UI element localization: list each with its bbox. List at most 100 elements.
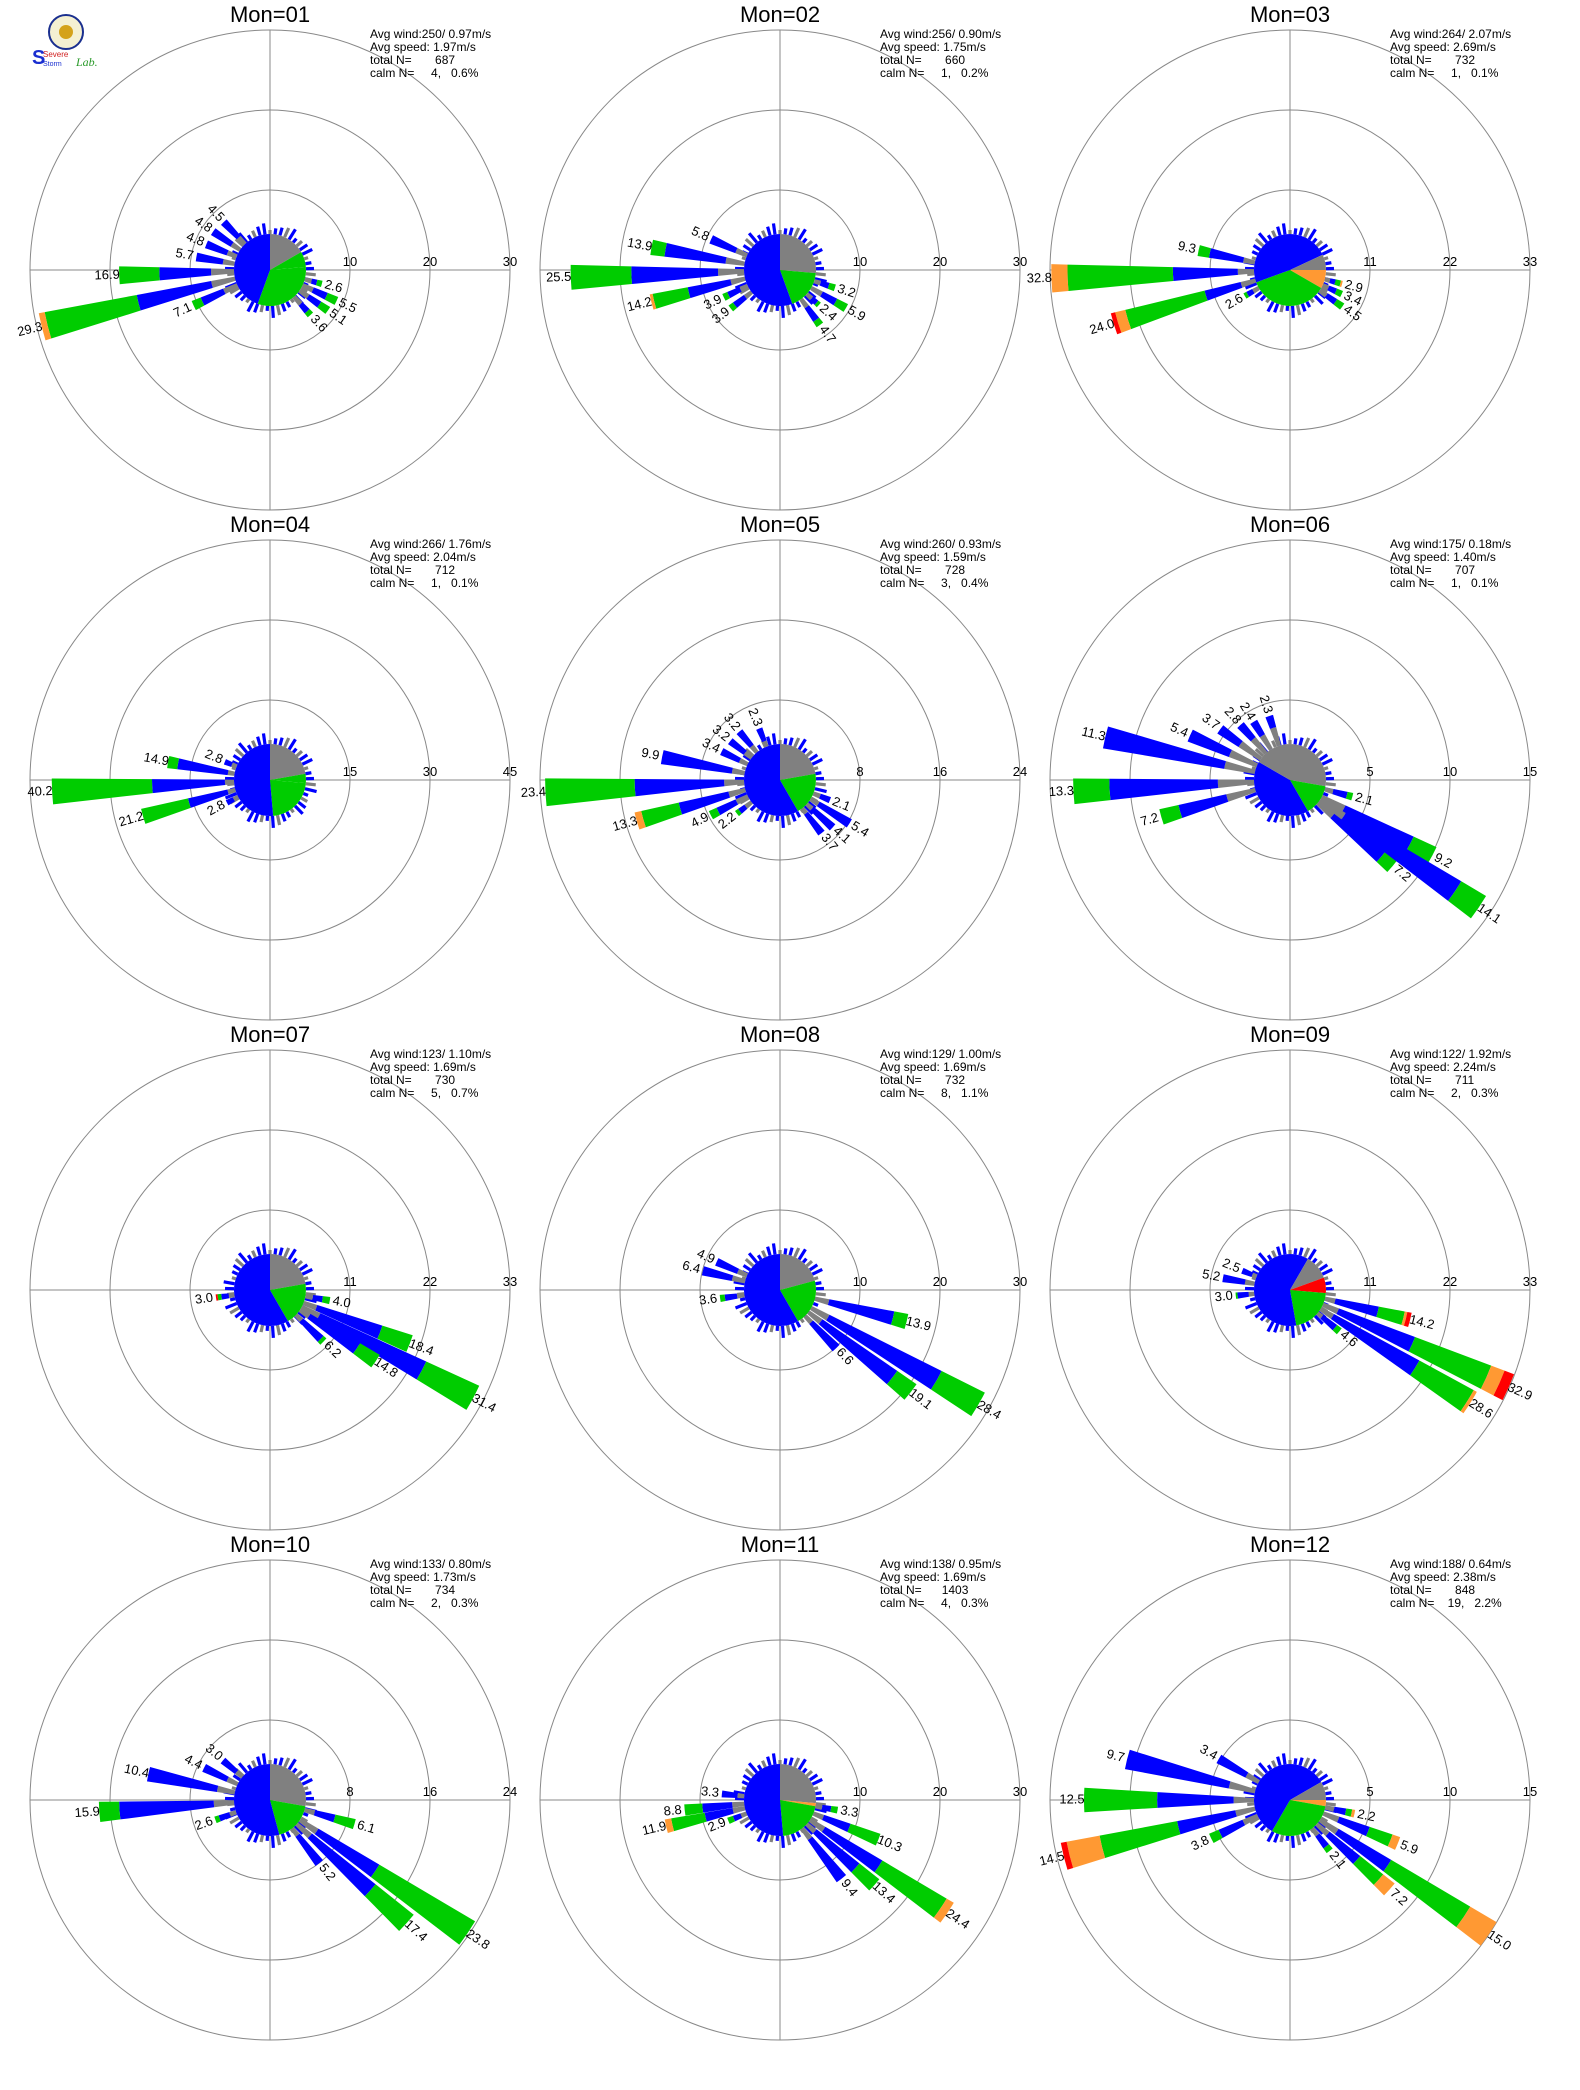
minor-petal	[1276, 226, 1282, 236]
center-pie-slice	[1290, 744, 1326, 787]
petal-segment	[1456, 1906, 1497, 1946]
minor-petal	[788, 1247, 794, 1256]
minor-petal	[797, 738, 807, 751]
minor-petal	[801, 1257, 808, 1264]
petal-label: 2.9	[706, 1814, 728, 1835]
minor-petal	[795, 811, 802, 818]
petal-segment	[1334, 1828, 1392, 1872]
petal-segment	[98, 1801, 121, 1823]
petal-label: 3.3	[839, 1802, 859, 1820]
minor-petal	[1311, 747, 1318, 754]
minor-petal	[761, 230, 767, 238]
petal-segment	[223, 759, 233, 767]
stat-calm: calm N= 1, 0.1%	[1390, 576, 1499, 590]
petal-label: 2.8	[204, 797, 227, 819]
petal-segment	[1073, 778, 1111, 805]
petal-segment	[1109, 778, 1219, 801]
petal-segment	[218, 1812, 231, 1822]
petal-segment	[1242, 1813, 1259, 1826]
center-pie-slice	[1256, 270, 1322, 307]
petal-segment	[749, 744, 759, 754]
minor-petal	[232, 1774, 242, 1782]
petal-segment	[1235, 1806, 1256, 1817]
petal-segment	[1102, 726, 1226, 769]
minor-petal	[231, 760, 239, 766]
petal-segment	[1235, 1292, 1239, 1299]
minor-petal	[769, 814, 775, 823]
petal-segment	[213, 1800, 235, 1808]
petal-segment	[728, 787, 747, 798]
minor-petal	[231, 250, 239, 256]
minor-petal	[756, 811, 765, 823]
minor-petal	[813, 1786, 819, 1791]
petal-segment	[719, 1294, 726, 1302]
petal-label: 5.5	[336, 295, 359, 316]
petal-segment	[1376, 1306, 1405, 1325]
minor-petal	[771, 1243, 777, 1255]
petal-segment	[1172, 267, 1239, 282]
ring-label: 10	[1443, 1784, 1457, 1799]
petal-segment	[294, 1313, 304, 1323]
minor-petal	[280, 303, 287, 312]
petal-segment	[310, 278, 318, 286]
stat-calm: calm N= 1, 0.2%	[880, 66, 989, 80]
petal-segment	[720, 748, 742, 763]
petal-label: 2.5	[1220, 1255, 1242, 1276]
petal-label: 3.8	[1189, 1832, 1212, 1853]
minor-petal	[1305, 811, 1312, 818]
minor-petal	[229, 1816, 240, 1825]
minor-petal	[1318, 753, 1329, 762]
minor-petal	[780, 1325, 785, 1338]
minor-petal	[801, 747, 808, 754]
minor-petal	[1276, 1246, 1282, 1256]
petal-label: 3.2	[836, 281, 858, 301]
minor-petal	[229, 1297, 236, 1302]
petal-segment	[1410, 1360, 1474, 1412]
minor-petal	[253, 1323, 260, 1333]
petal-segment	[1067, 264, 1174, 291]
petal-segment	[217, 1293, 222, 1301]
stat-avg-wind: Avg wind:133/ 0.80m/s	[370, 1557, 491, 1571]
center-pie-slice	[1290, 254, 1326, 270]
petal-segment	[1334, 288, 1344, 298]
chart-title: Mon=04	[230, 512, 310, 537]
minor-petal	[1300, 303, 1307, 312]
minor-petal	[797, 1248, 807, 1261]
center-pie-slice	[780, 1254, 815, 1290]
minor-petal	[231, 1276, 237, 1281]
minor-petal	[246, 744, 253, 751]
minor-petal	[1243, 1790, 1255, 1796]
minor-petal	[803, 804, 814, 815]
minor-petal	[1298, 227, 1304, 236]
minor-petal	[811, 1267, 823, 1276]
minor-petal	[756, 1254, 763, 1261]
ring-label: 11	[1363, 254, 1377, 269]
petal-segment	[1315, 1833, 1329, 1849]
petal-segment	[214, 1815, 221, 1824]
minor-petal	[1323, 256, 1329, 261]
minor-petal	[1325, 782, 1336, 787]
stat-calm: calm N= 19, 2.2%	[1390, 1596, 1502, 1610]
petal-segment	[1315, 1822, 1330, 1837]
petal-segment	[333, 1814, 356, 1830]
minor-petal	[1318, 1773, 1329, 1782]
petal-segment	[814, 1296, 830, 1306]
petal-segment	[1177, 1810, 1237, 1835]
minor-petal	[733, 1790, 745, 1796]
minor-petal	[278, 737, 284, 746]
minor-petal	[305, 261, 312, 266]
petal-segment	[570, 264, 632, 290]
stat-avg-speed: Avg speed: 1.69m/s	[370, 1060, 476, 1074]
petal-segment	[1245, 1772, 1260, 1784]
petal-segment	[215, 1294, 219, 1301]
petal-segment	[664, 1818, 675, 1834]
center-pie-slice	[780, 773, 816, 812]
minor-petal	[1290, 1325, 1295, 1338]
minor-petal	[1295, 814, 1302, 826]
petal-segment	[732, 1813, 743, 1822]
center-pie-slice	[257, 266, 306, 306]
minor-petal	[301, 1777, 313, 1786]
minor-petal	[261, 223, 267, 235]
minor-petal	[755, 298, 761, 304]
